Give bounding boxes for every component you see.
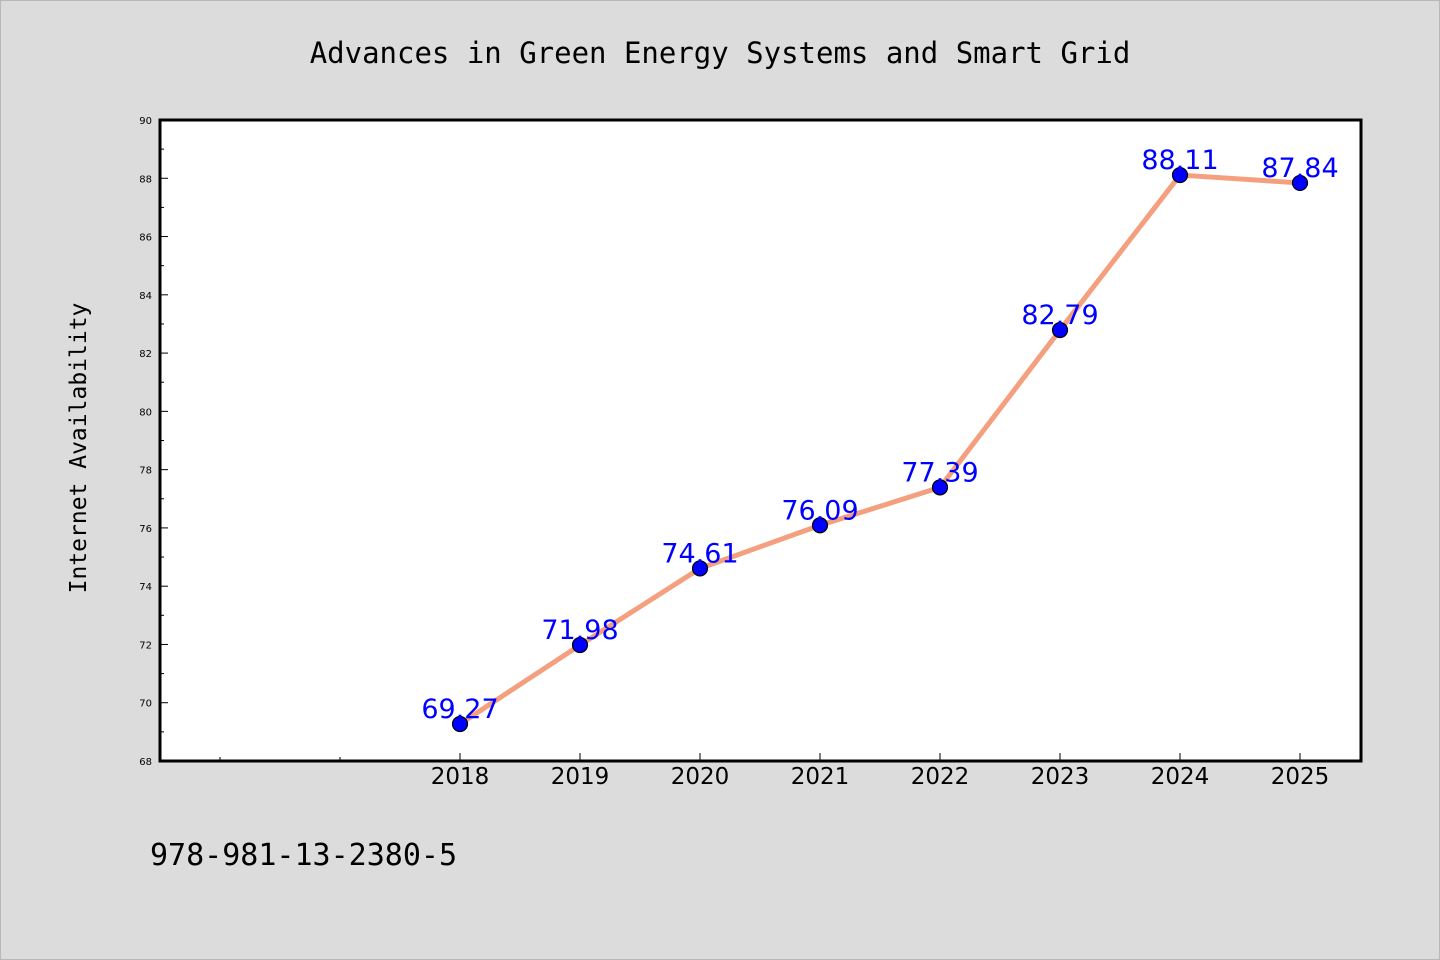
chart-title: Advances in Green Energy Systems and Sma… [310,36,1131,70]
x-tick-label: 2024 [1151,764,1210,790]
data-point [571,636,589,654]
y-tick-label: 80 [139,407,152,418]
x-tick-label: 2021 [791,764,850,790]
x-tick-label: 2023 [1031,764,1090,790]
data-point [1291,174,1309,192]
x-tick-label: 2020 [671,764,730,790]
data-label: 87.84 [1261,153,1338,184]
y-tick-label: 88 [139,174,152,185]
data-point [1171,166,1189,184]
data-label: 71.98 [541,615,618,646]
data-markers [451,166,1309,733]
data-label: 88.11 [1141,145,1218,176]
y-tick-label: 78 [139,466,152,477]
data-point [451,715,469,733]
y-tick-label: 68 [139,757,152,768]
y-axis-label: Internet Availability [66,303,92,594]
y-tick-label: 74 [139,582,152,593]
data-label: 77.39 [901,457,978,488]
x-tick-label: 2025 [1271,764,1330,790]
isbn-text: 978-981-13-2380-5 [150,838,457,873]
y-tick-label: 72 [139,640,152,651]
data-label: 69.27 [421,694,498,725]
data-point [1051,321,1069,339]
data-point [931,479,949,496]
data-label: 74.61 [661,538,738,569]
x-tick-label: 2022 [911,764,970,790]
data-label: 76.09 [781,495,858,526]
x-axis: 2018 2019 2020 2021 2022 2023 2024 2025 [219,753,1330,790]
data-labels: 69.27 71.98 74.61 76.09 77.39 82.79 88.11 87.84 [421,145,1338,725]
data-point [691,560,709,577]
x-tick-label: 2018 [431,764,490,790]
y-tick-label: 70 [139,699,152,710]
y-tick-label: 90 [139,116,152,127]
data-point [811,517,829,534]
y-tick-label: 86 [139,233,152,244]
series-line [457,172,1303,727]
y-tick-label: 82 [139,349,152,360]
y-tick-label: 84 [139,291,152,302]
plot-area [160,120,1361,761]
plot-frame [158,118,1363,763]
x-tick-label: 2019 [551,764,610,790]
data-label: 82.79 [1021,300,1098,331]
y-tick-label: 76 [139,524,152,535]
